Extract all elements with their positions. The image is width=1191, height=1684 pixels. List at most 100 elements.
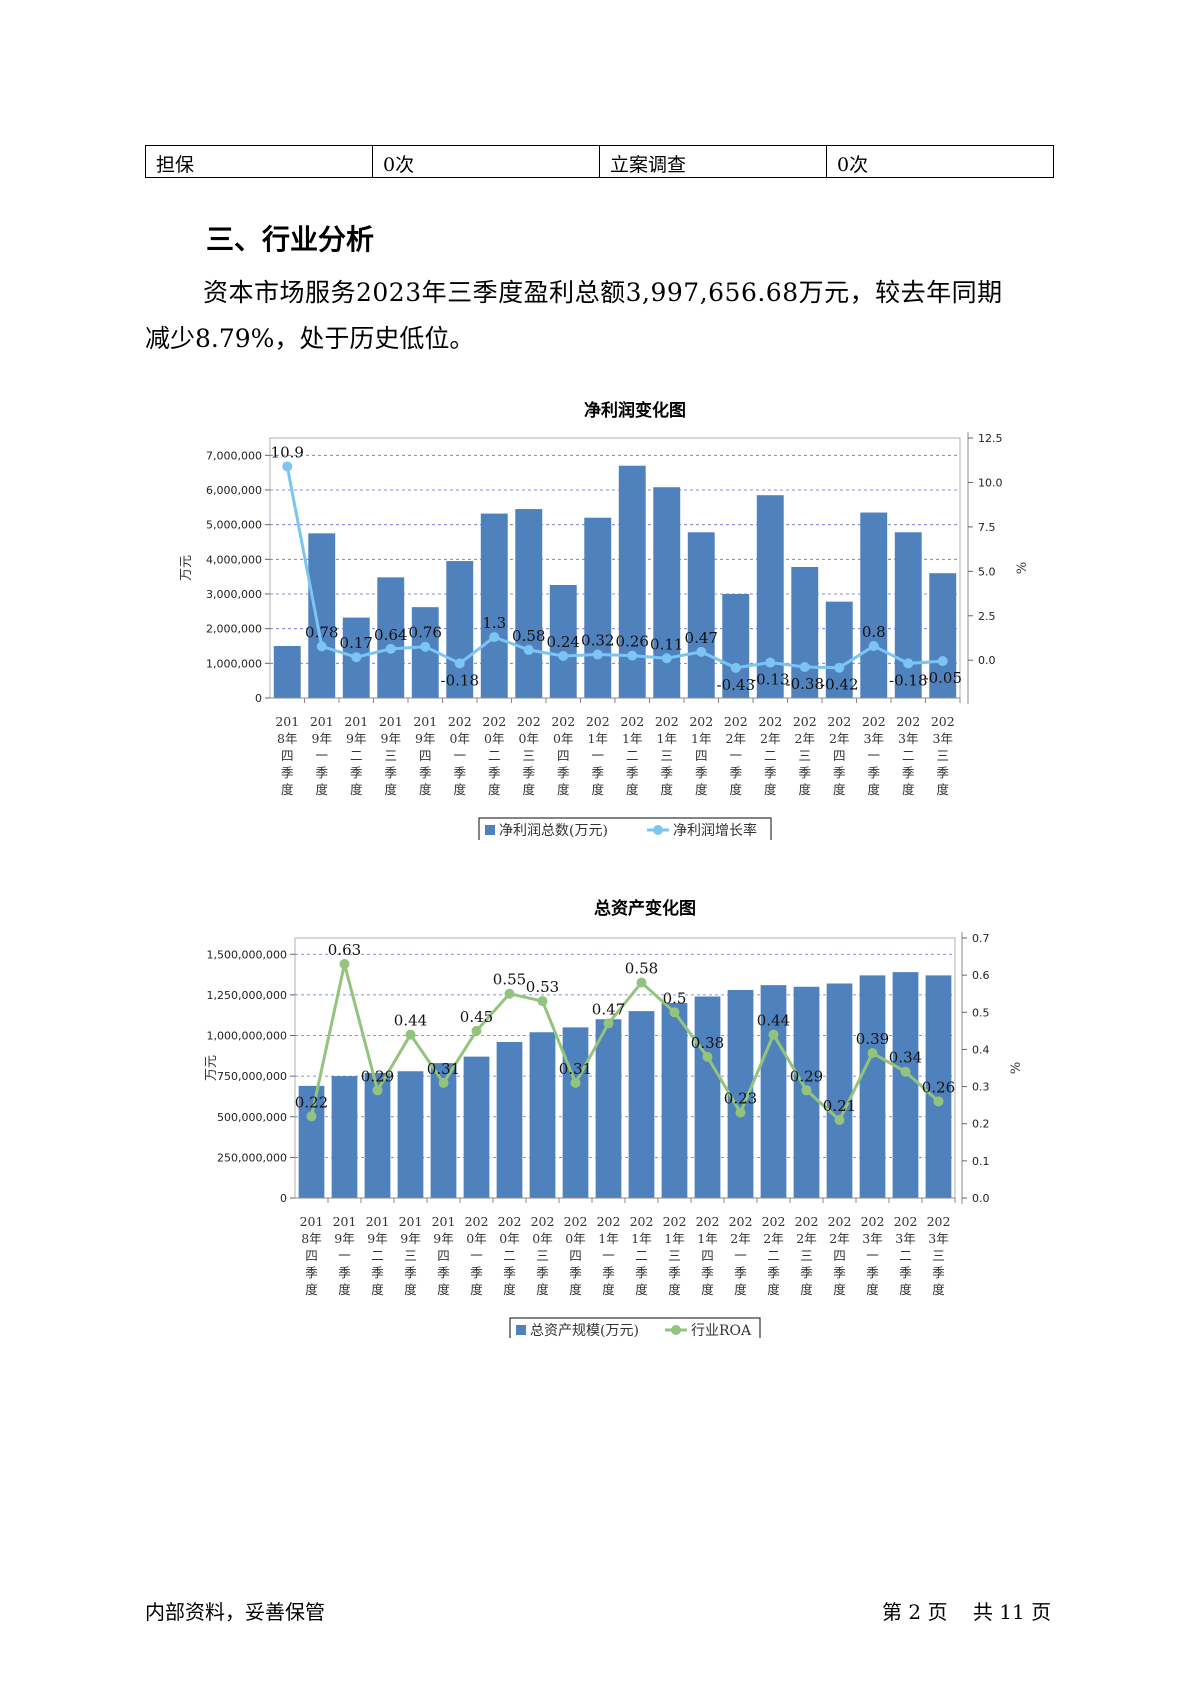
legend-swatch-bar [516,1325,526,1335]
bar [756,495,784,698]
data-label: -0.05 [924,669,962,687]
line-point [669,1007,680,1018]
x-tick-label: 202 2年二季度 [762,1214,786,1297]
bar [595,1019,622,1198]
bar [377,577,405,698]
x-tick-label: 202 2年三季度 [795,1214,819,1297]
y-tick-label: 1,000,000 [206,657,262,670]
table-cell-label-investigation: 立案调查 [599,145,827,178]
line-point [282,461,293,472]
y2-tick-label: 0.0 [978,654,996,667]
line-point [903,658,914,669]
bar [584,517,612,698]
data-label: 0.63 [328,941,361,959]
data-label: 0.38 [691,1034,724,1052]
x-tick-label: 202 2年一季度 [729,1214,753,1297]
data-label: -0.18 [889,671,927,689]
table-cell-label-guarantee: 担保 [145,145,373,178]
x-tick-label: 202 0年二季度 [482,714,506,797]
data-label: 0.78 [305,623,338,641]
data-label: 1.3 [482,614,506,632]
x-tick-label: 202 2年一季度 [724,714,748,797]
bar [653,487,681,698]
legend-label-bar: 总资产规模(万元) [530,1323,639,1338]
data-label: 0.53 [526,978,559,996]
bar [463,1056,490,1198]
line-point [735,1107,746,1118]
line-point [937,656,948,667]
line-point [636,977,647,988]
bar [894,532,922,698]
table-cell-value-investigation: 0次 [826,145,1054,178]
y-tick-label: 5,000,000 [206,519,262,532]
x-tick-label: 202 1年三季度 [655,714,679,797]
bar [618,465,646,698]
y2-tick-label: 0.4 [972,1043,990,1056]
bar [562,1027,589,1198]
bar [826,983,853,1198]
line-point [420,641,431,652]
legend-label-line: 净利润增长率 [673,822,757,839]
data-label: -0.13 [751,671,789,689]
line-point [454,658,465,669]
x-tick-label: 201 8年四季度 [275,714,299,797]
bar [480,513,508,698]
x-tick-label: 202 1年四季度 [689,714,713,797]
data-label: 0.31 [559,1060,592,1078]
y-tick-label: 0 [255,692,262,705]
analysis-paragraph: 资本市场服务2023年三季度盈利总额3,997,656.68万元，较去年同期 减… [145,270,1055,362]
y-axis-label: 万元 [179,555,194,581]
y2-tick-label: 5.0 [978,565,996,578]
y-tick-label: 7,000,000 [206,449,262,462]
data-label: 0.58 [625,960,658,978]
line-point [537,996,548,1007]
net-profit-chart: 净利润变化图 0 1,000,000 2,000,000 3,000,000 4,000,… [0,390,1191,840]
line-point [489,632,500,643]
y-tick-label: 4,000,000 [206,553,262,566]
data-label: 0.44 [394,1012,427,1030]
data-label: 0.55 [493,971,526,989]
data-label: 0.26 [616,633,649,651]
plot-frame [269,437,961,699]
x-tick-label: 202 0年一季度 [465,1214,489,1297]
data-label: 0.22 [295,1093,328,1111]
line-point [385,643,396,654]
y-axis-label: 万元 [204,1055,219,1081]
line-point [405,1029,416,1040]
legend-swatch-bar [485,825,495,835]
data-label: 0.11 [650,635,683,653]
x-tick-label: 201 9年四季度 [432,1214,456,1297]
y-tick-label: 6,000,000 [206,484,262,497]
bar [892,972,919,1198]
line-point [834,1115,845,1125]
x-tick-label: 201 9年一季度 [333,1214,357,1297]
info-table: 担保 0次 立案调查 0次 [145,145,1054,178]
y-tick-label: 500,000,000 [217,1111,287,1124]
line-series [310,963,940,1123]
bar [298,1085,325,1198]
x-tick-label: 201 9年三季度 [379,714,403,797]
total-pages: 11 [999,1600,1025,1624]
y2-tick-label: 2.5 [978,610,996,623]
line-point [834,662,845,673]
data-label: 0.44 [757,1012,790,1030]
y-tick-label: 1,500,000,000 [207,948,287,961]
bar [331,1076,358,1198]
x-tick-label: 202 3年三季度 [931,714,955,797]
data-label: 0.47 [592,1000,625,1018]
x-tick-label: 201 9年三季度 [399,1214,423,1297]
y2-axis-label: % [1009,1062,1024,1074]
chart-title: 总资产变化图 [594,898,696,919]
bar [496,1042,523,1198]
y-tick-label: 0 [280,1192,287,1205]
x-tick-label: 202 0年四季度 [551,714,575,797]
x-tick-label: 202 0年三季度 [531,1214,555,1297]
bar [825,601,853,698]
line-series [285,466,943,670]
bar [859,975,886,1198]
data-label: 0.45 [460,1008,493,1026]
data-label: 0.31 [427,1060,460,1078]
x-tick-label: 202 1年四季度 [696,1214,720,1297]
table-cell-value-guarantee: 0次 [372,145,600,178]
bar [860,512,888,698]
